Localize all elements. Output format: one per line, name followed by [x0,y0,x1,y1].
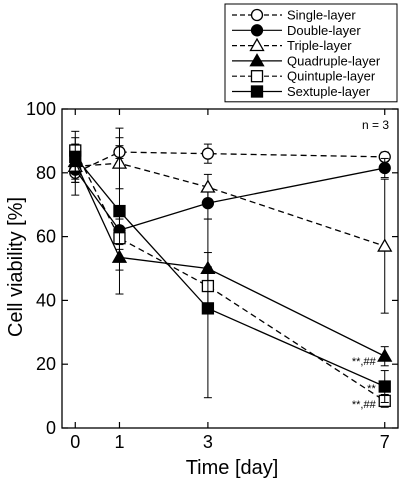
legend-marker [250,24,264,37]
legend-item-quintuple-layer: Quintuple-layer [232,69,376,84]
legend-marker [250,85,264,98]
x-tick-label: 1 [114,432,124,452]
series-line [74,150,386,402]
data-point [69,150,82,164]
series-line [75,162,385,247]
x-tick-label: 7 [380,432,390,452]
y-axis-title: Cell viability [%] [5,197,27,337]
plot-frame [61,108,399,429]
data-point [113,204,126,218]
series-line [74,151,385,174]
legend-label: Quintuple-layer [287,69,376,84]
legend-marker [249,53,265,67]
data-point [378,161,391,175]
y-tick-label: 80 [36,163,56,183]
sample-size-note: n = 3 [362,118,389,132]
series-line [74,167,385,231]
legend-marker [250,8,264,22]
plot-area: 0 20 40 60 80 100 0 1 3 7 **,## ** **,## [26,99,399,452]
series-line [74,161,386,357]
y-tick-label: 100 [26,99,56,119]
significance-annotation: **,## [352,399,377,411]
legend-item-single-layer: Single-layer [232,8,356,23]
legend-marker [249,37,265,52]
x-tick-label: 0 [70,432,80,452]
series-quadruple-layer [67,151,393,367]
legend-marker [250,70,264,83]
data-point [377,348,393,362]
data-point [378,380,391,393]
legend-item-sextuple-layer: Sextuple-layer [232,84,371,99]
significance-annotation: ** [367,383,376,395]
legend-label: Quadruple-layer [287,53,381,68]
y-tick-label: 60 [36,227,56,247]
legend-label: Sextuple-layer [287,84,371,99]
legend-label: Triple-layer [287,38,352,53]
legend-item-triple-layer: Triple-layer [232,37,352,53]
data-point [377,238,393,252]
y-tick-label: 0 [46,418,56,438]
legend-item-quadruple-layer: Quadruple-layer [232,53,381,68]
legend-label: Double-layer [287,23,361,38]
significance-annotation: **,## [352,356,377,368]
data-point [201,147,215,160]
x-axis-title: Time [day] [186,457,279,479]
y-tick-label: 20 [36,354,56,374]
x-tick-label: 3 [203,432,213,452]
legend: Single-layerDouble-layerTriple-layerQuad… [224,3,398,103]
legend-label: Single-layer [287,8,356,23]
data-point [200,179,216,193]
series-line [74,156,385,388]
y-tick-label: 40 [36,290,56,310]
series-sextuple-layer [69,127,391,403]
legend-item-double-layer: Double-layer [232,23,361,38]
data-point [201,302,215,315]
series-quintuple-layer [69,137,391,408]
